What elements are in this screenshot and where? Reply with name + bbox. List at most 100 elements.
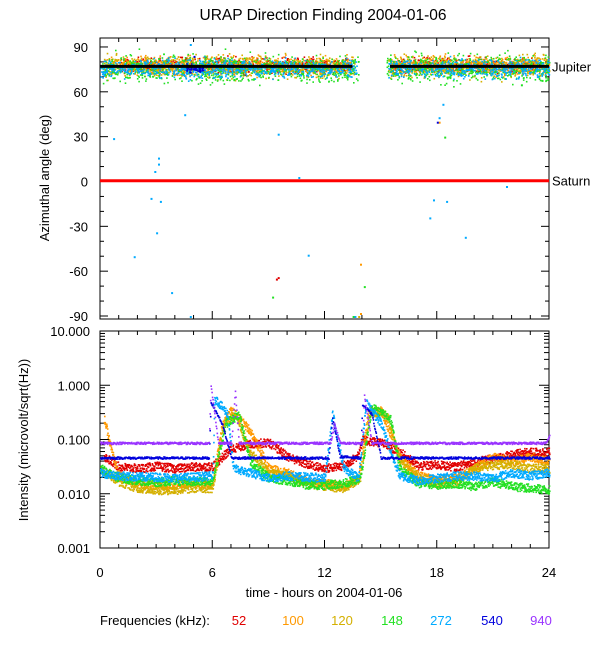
azimuth-point bbox=[134, 59, 136, 61]
azimuth-point bbox=[505, 57, 507, 59]
azimuth-point bbox=[510, 58, 512, 60]
azimuth-point bbox=[346, 77, 348, 79]
azimuth-point bbox=[508, 58, 510, 60]
azimuth-point bbox=[474, 55, 476, 57]
azimuth-point bbox=[308, 61, 310, 63]
azimuth-point bbox=[238, 63, 240, 65]
azimuth-point bbox=[537, 70, 539, 72]
azimuth-point bbox=[145, 80, 147, 82]
azimuth-point bbox=[480, 70, 482, 72]
azimuth-point bbox=[475, 57, 477, 59]
azimuth-point bbox=[295, 71, 297, 73]
azimuth-point bbox=[435, 59, 437, 61]
azimuth-point bbox=[252, 57, 254, 59]
azimuth-point bbox=[485, 56, 487, 58]
azimuth-point bbox=[266, 71, 268, 73]
azimuth-point bbox=[525, 62, 527, 64]
azimuth-point bbox=[227, 60, 229, 62]
azimuth-point bbox=[138, 81, 140, 83]
azimuth-point bbox=[483, 76, 485, 78]
azimuth-point bbox=[260, 56, 262, 58]
azimuth-point bbox=[497, 57, 499, 59]
azimuth-point bbox=[422, 57, 424, 59]
azimuth-point bbox=[209, 77, 211, 79]
azimuth-point bbox=[472, 71, 474, 73]
azimuth-point bbox=[534, 57, 536, 59]
azimuth-point bbox=[397, 58, 399, 60]
azimuth-point bbox=[439, 58, 441, 60]
azimuth-point bbox=[272, 297, 274, 299]
azimuth-point bbox=[205, 58, 207, 60]
azimuth-point bbox=[140, 56, 142, 58]
azimuth-point bbox=[488, 69, 490, 71]
azimuth-point bbox=[318, 78, 320, 80]
azimuth-point bbox=[356, 78, 358, 80]
azimuth-point bbox=[354, 72, 356, 74]
azimuth-point bbox=[244, 58, 246, 60]
azimuth-point bbox=[547, 80, 549, 82]
azimuth-point bbox=[501, 60, 503, 62]
azimuth-point bbox=[185, 57, 187, 59]
azimuth-point bbox=[388, 71, 390, 73]
azimuth-point bbox=[391, 78, 393, 80]
azimuth-point bbox=[299, 61, 301, 63]
azimuth-point bbox=[260, 60, 262, 62]
azimuth-point bbox=[347, 70, 349, 72]
azimuth-point bbox=[515, 56, 517, 58]
azimuth-point bbox=[190, 57, 192, 59]
azimuth-point bbox=[471, 62, 473, 64]
azimuth-point bbox=[107, 59, 109, 61]
azimuth-point bbox=[498, 73, 500, 75]
azimuth-point bbox=[278, 277, 280, 279]
azimuth-point bbox=[250, 51, 252, 53]
azimuth-point bbox=[540, 63, 542, 65]
azimuth-point bbox=[121, 57, 123, 59]
azimuth-point bbox=[154, 75, 156, 77]
azimuth-point bbox=[535, 79, 537, 81]
azimuth-point bbox=[457, 55, 459, 57]
azimuth-point bbox=[266, 62, 268, 64]
azimuth-point bbox=[306, 79, 308, 81]
azimuth-point bbox=[326, 59, 328, 61]
azimuth-point bbox=[476, 78, 478, 80]
azimuth-point bbox=[249, 58, 251, 60]
azimuth-point bbox=[521, 61, 523, 63]
azimuth-point bbox=[423, 57, 425, 59]
azimuth-point bbox=[439, 61, 441, 63]
azimuth-point bbox=[530, 60, 532, 62]
azimuth-point bbox=[124, 75, 126, 77]
azimuth-point bbox=[506, 62, 508, 64]
azimuth-plot-frame bbox=[100, 38, 549, 319]
azimuth-point bbox=[425, 60, 427, 62]
azimuth-point bbox=[306, 63, 308, 65]
azimuth-point bbox=[522, 54, 524, 56]
azimuth-point bbox=[125, 82, 127, 84]
azimuth-point bbox=[218, 73, 220, 75]
azimuth-point bbox=[175, 63, 177, 65]
azimuth-point bbox=[344, 76, 346, 78]
azimuth-point bbox=[238, 58, 240, 60]
azimuth-point bbox=[192, 62, 194, 64]
azimuth-point bbox=[481, 77, 483, 79]
azimuth-point bbox=[278, 54, 280, 56]
azimuth-point bbox=[109, 75, 111, 77]
azimuth-point bbox=[453, 86, 455, 88]
azimuth-point bbox=[513, 70, 515, 72]
azimuth-point bbox=[310, 62, 312, 64]
azimuth-point bbox=[112, 71, 114, 73]
azimuth-point bbox=[254, 69, 256, 71]
azimuth-point bbox=[481, 59, 483, 61]
azimuth-point bbox=[217, 76, 219, 78]
azimuth-point bbox=[526, 77, 528, 79]
azimuth-point bbox=[125, 77, 127, 79]
azimuth-point bbox=[269, 58, 271, 60]
azimuth-point bbox=[357, 56, 359, 58]
azimuth-point bbox=[285, 53, 287, 55]
azimuth-point bbox=[421, 53, 423, 55]
azimuth-point bbox=[111, 57, 113, 59]
azimuth-point bbox=[123, 59, 125, 61]
azimuth-point bbox=[114, 78, 116, 80]
azimuth-point bbox=[241, 79, 243, 81]
azimuth-point bbox=[387, 62, 389, 64]
